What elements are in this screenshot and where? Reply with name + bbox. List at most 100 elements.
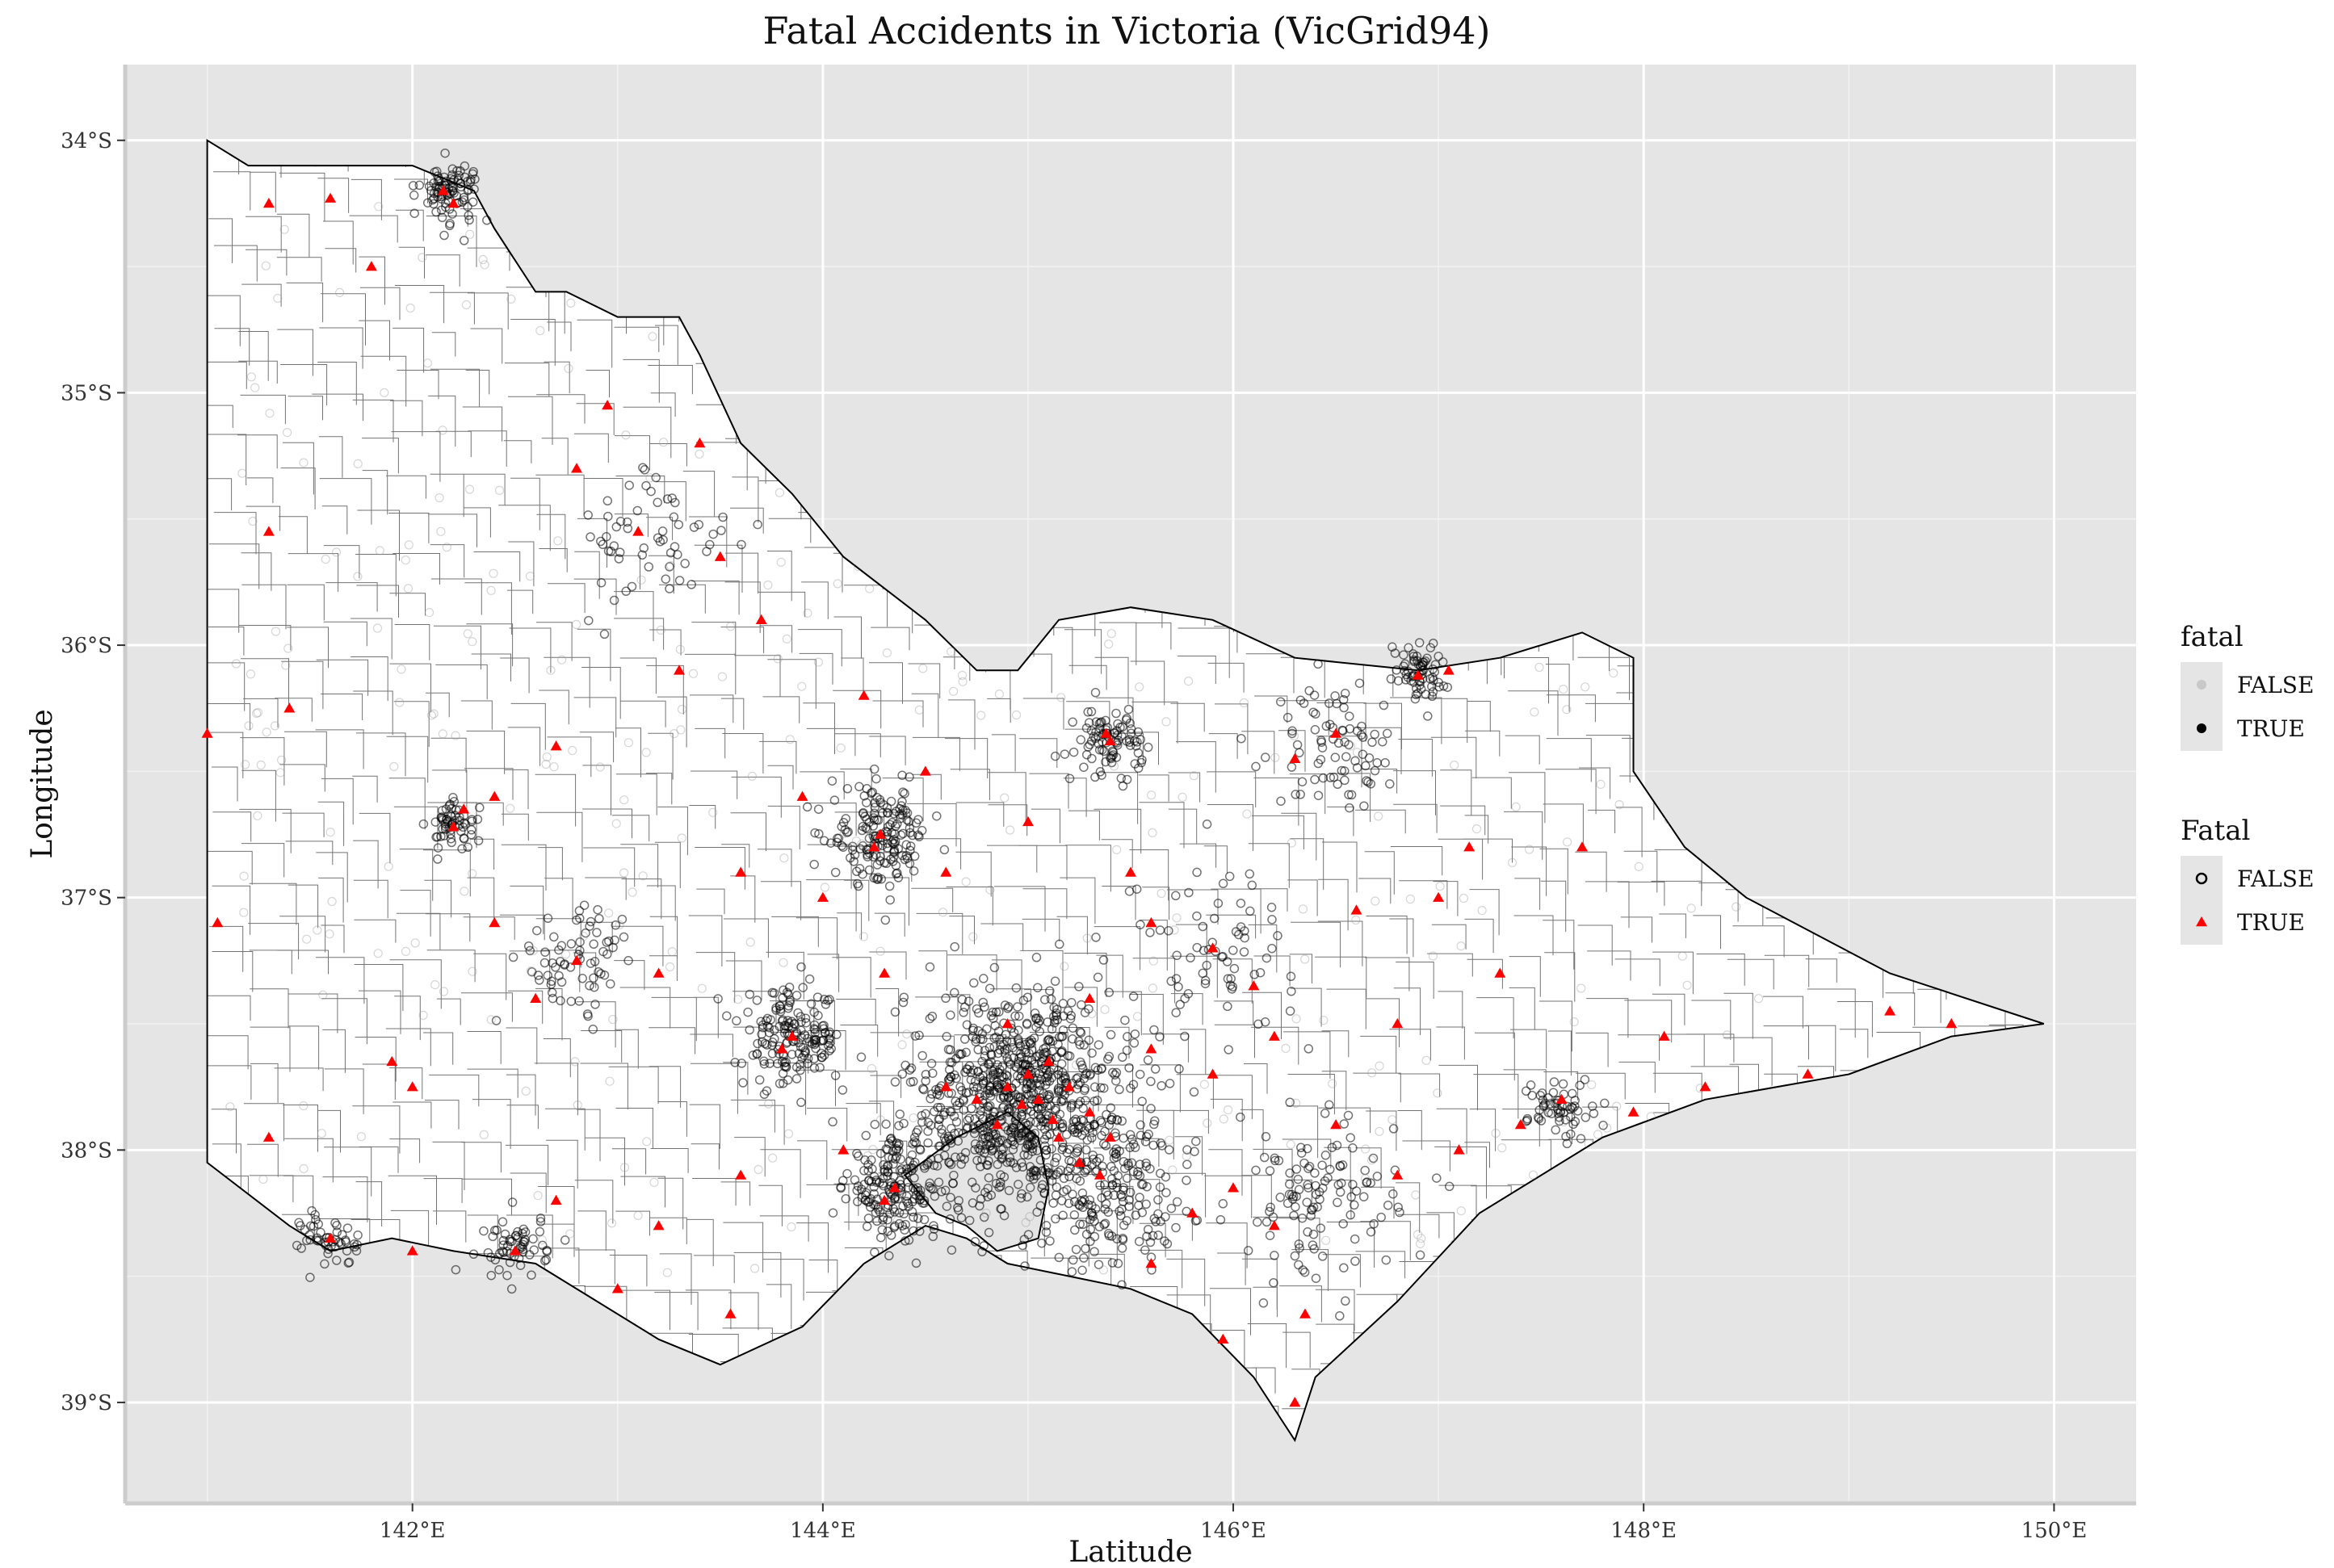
nonfatal-point	[752, 996, 762, 1005]
nonfatal-point	[638, 871, 648, 881]
nonfatal-point	[1058, 1025, 1068, 1035]
nonfatal-point	[1427, 691, 1438, 702]
nonfatal-point	[1410, 694, 1421, 704]
nonfatal-point	[584, 615, 594, 626]
nonfatal-point	[1134, 1236, 1144, 1247]
nonfatal-point	[1026, 1039, 1035, 1049]
nonfatal-point	[1081, 749, 1092, 760]
nonfatal-point	[627, 581, 637, 592]
nonfatal-point	[1311, 1273, 1321, 1283]
nonfatal-point	[1070, 1225, 1080, 1235]
nonfatal-point	[1555, 1108, 1565, 1117]
nonfatal-point	[838, 818, 849, 828]
nonfatal-point	[954, 1128, 963, 1138]
nonfatal-point	[968, 1082, 979, 1092]
nonfatal-point	[623, 523, 633, 534]
nonfatal-point	[305, 1235, 315, 1245]
nonfatal-point	[439, 831, 449, 841]
nonfatal-point	[518, 1224, 529, 1235]
nonfatal-point	[1360, 1174, 1371, 1184]
nonfatal-point	[434, 493, 444, 503]
nonfatal-point	[1442, 682, 1453, 692]
nonfatal-point	[1022, 1084, 1032, 1094]
nonfatal-point	[1379, 700, 1389, 711]
nonfatal-point	[1043, 1017, 1052, 1027]
nonfatal-point	[1309, 1244, 1319, 1254]
nonfatal-point	[1399, 650, 1408, 660]
nonfatal-point	[1549, 1077, 1559, 1087]
nonfatal-point	[1341, 1296, 1350, 1306]
nonfatal-point	[961, 1088, 972, 1098]
nonfatal-point	[275, 768, 285, 778]
nonfatal-point	[1239, 947, 1249, 957]
nonfatal-point	[539, 1256, 550, 1266]
nonfatal-point	[1567, 1102, 1576, 1112]
nonfatal-point	[1068, 1189, 1077, 1199]
nonfatal-point	[940, 1185, 951, 1196]
nonfatal-point	[566, 939, 577, 949]
nonfatal-point	[1073, 1147, 1082, 1156]
nonfatal-point	[1321, 721, 1332, 732]
nonfatal-point	[457, 197, 468, 208]
nonfatal-point	[979, 1241, 989, 1251]
nonfatal-point	[1076, 1028, 1086, 1038]
nonfatal-point	[1009, 1028, 1019, 1038]
nonfatal-point	[1112, 1115, 1123, 1126]
nonfatal-point	[1150, 1064, 1161, 1074]
nonfatal-point	[873, 815, 884, 825]
nonfatal-point	[1236, 733, 1246, 744]
nonfatal-point	[1089, 1231, 1100, 1242]
nonfatal-point	[1251, 1165, 1261, 1176]
nonfatal-point	[1432, 1173, 1442, 1183]
nonfatal-point	[574, 906, 585, 916]
nonfatal-point	[1273, 931, 1282, 941]
nonfatal-point	[998, 1101, 1009, 1112]
nonfatal-point	[538, 1240, 548, 1251]
nonfatal-point	[775, 1079, 785, 1088]
nonfatal-point	[535, 1226, 545, 1237]
nonfatal-point	[646, 486, 656, 497]
nonfatal-point	[798, 983, 808, 992]
nonfatal-point	[1291, 1164, 1302, 1174]
nonfatal-point	[1031, 1171, 1042, 1180]
nonfatal-point	[1560, 1115, 1571, 1125]
nonfatal-point	[1126, 724, 1136, 734]
nonfatal-point	[1313, 659, 1323, 669]
nonfatal-point	[929, 1160, 939, 1170]
nonfatal-point	[437, 812, 447, 822]
nonfatal-point	[1136, 1180, 1147, 1189]
nonfatal-point	[856, 1184, 867, 1194]
nonfatal-point	[1100, 1204, 1110, 1214]
legend-label: TRUE	[2237, 715, 2305, 742]
nonfatal-point	[640, 465, 650, 475]
nonfatal-point	[947, 1123, 956, 1134]
nonfatal-point	[1268, 1212, 1278, 1222]
nonfatal-point	[745, 989, 755, 1000]
nonfatal-point	[984, 1172, 994, 1183]
nonfatal-point	[1369, 1219, 1379, 1229]
nonfatal-point	[1361, 761, 1371, 771]
nonfatal-point	[1094, 1153, 1105, 1163]
nonfatal-point	[913, 1214, 923, 1223]
nonfatal-point	[1117, 1116, 1127, 1126]
nonfatal-point	[947, 1245, 957, 1255]
nonfatal-point	[1258, 1298, 1269, 1308]
nonfatal-point	[1069, 1210, 1080, 1220]
nonfatal-point	[884, 1251, 894, 1261]
nonfatal-point	[1087, 1159, 1097, 1170]
nonfatal-point	[451, 805, 461, 815]
nonfatal-point	[1071, 1244, 1081, 1255]
nonfatal-point	[969, 1128, 980, 1138]
nonfatal-point	[904, 1235, 914, 1245]
nonfatal-point	[551, 962, 560, 972]
nonfatal-point	[975, 1201, 984, 1211]
nonfatal-point	[1303, 1044, 1314, 1054]
nonfatal-point	[1107, 1174, 1117, 1184]
nonfatal-point	[542, 1247, 552, 1256]
nonfatal-point	[1166, 1203, 1177, 1214]
nonfatal-point	[875, 1232, 886, 1243]
nonfatal-point	[451, 731, 460, 740]
nonfatal-point	[934, 1141, 944, 1151]
nonfatal-point	[437, 212, 447, 223]
nonfatal-point	[1090, 1063, 1101, 1073]
